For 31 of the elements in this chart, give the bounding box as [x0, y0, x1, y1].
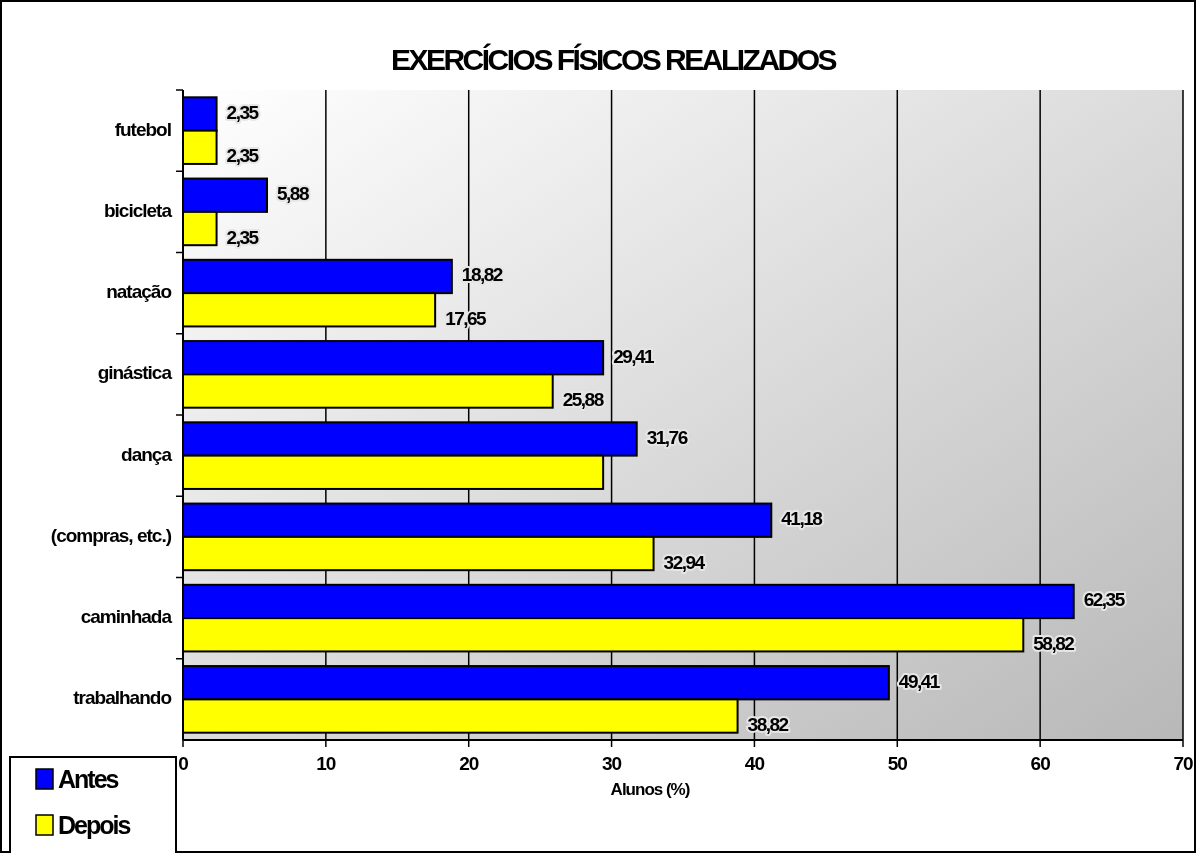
x-tick-label: 70: [1173, 753, 1193, 774]
y-tick-label: futebol: [114, 118, 171, 140]
x-tick-label: 10: [316, 753, 336, 774]
y-tick-label: dança: [121, 443, 173, 465]
x-tick-label: 0: [178, 753, 189, 774]
y-tick-label: trabalhando: [73, 687, 172, 709]
x-tick-label: 20: [459, 753, 479, 774]
x-tick-label: 30: [602, 753, 622, 774]
data-label: 2,35: [226, 145, 260, 167]
legend-label: Depois: [58, 810, 131, 839]
y-tick-label: ginástica: [97, 362, 173, 384]
x-axis-title: Alunos (%): [610, 780, 690, 799]
y-tick-label: caminhada: [80, 606, 173, 628]
x-tick-label: 50: [887, 753, 908, 774]
data-label: 2,35: [226, 101, 260, 123]
y-tick-label: (compras, etc.): [50, 524, 172, 546]
data-label: 2,35: [226, 226, 260, 248]
data-label: 25,88: [562, 389, 604, 411]
x-tick-label: 60: [1030, 753, 1051, 774]
data-label: 41,18: [781, 508, 823, 530]
data-label: 62,35: [1083, 589, 1126, 611]
data-label: 29,41: [613, 345, 656, 367]
y-tick-label: bicicleta: [103, 199, 173, 221]
legend-label: Antes: [58, 764, 119, 793]
data-label: 32,94: [663, 551, 706, 573]
x-tick-label: 40: [744, 753, 765, 774]
y-tick-label: natação: [106, 281, 172, 303]
data-label: 31,76: [646, 426, 688, 448]
chart-title: EXERCÍCIOS FÍSICOS REALIZADOS: [390, 43, 837, 76]
data-label: 49,41: [898, 670, 941, 692]
data-label: 5,88: [277, 183, 309, 205]
